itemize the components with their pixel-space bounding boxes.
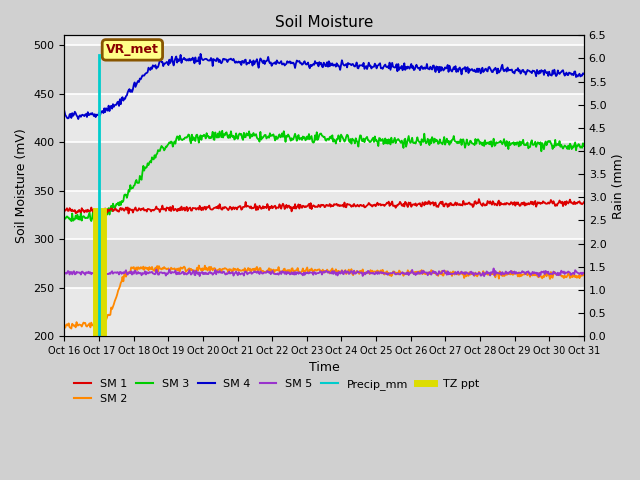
Bar xyxy=(65,142,584,191)
Bar xyxy=(65,288,584,336)
Bar xyxy=(65,239,584,288)
X-axis label: Time: Time xyxy=(308,361,339,374)
Y-axis label: Soil Moisture (mV): Soil Moisture (mV) xyxy=(15,128,28,243)
Bar xyxy=(65,94,584,142)
Bar xyxy=(65,191,584,239)
Text: VR_met: VR_met xyxy=(106,43,159,56)
Legend: SM 1, SM 2, SM 3, SM 4, SM 5, Precip_mm, TZ ppt: SM 1, SM 2, SM 3, SM 4, SM 5, Precip_mm,… xyxy=(70,374,483,408)
Y-axis label: Rain (mm): Rain (mm) xyxy=(612,153,625,218)
Title: Soil Moisture: Soil Moisture xyxy=(275,15,373,30)
Bar xyxy=(65,45,584,94)
